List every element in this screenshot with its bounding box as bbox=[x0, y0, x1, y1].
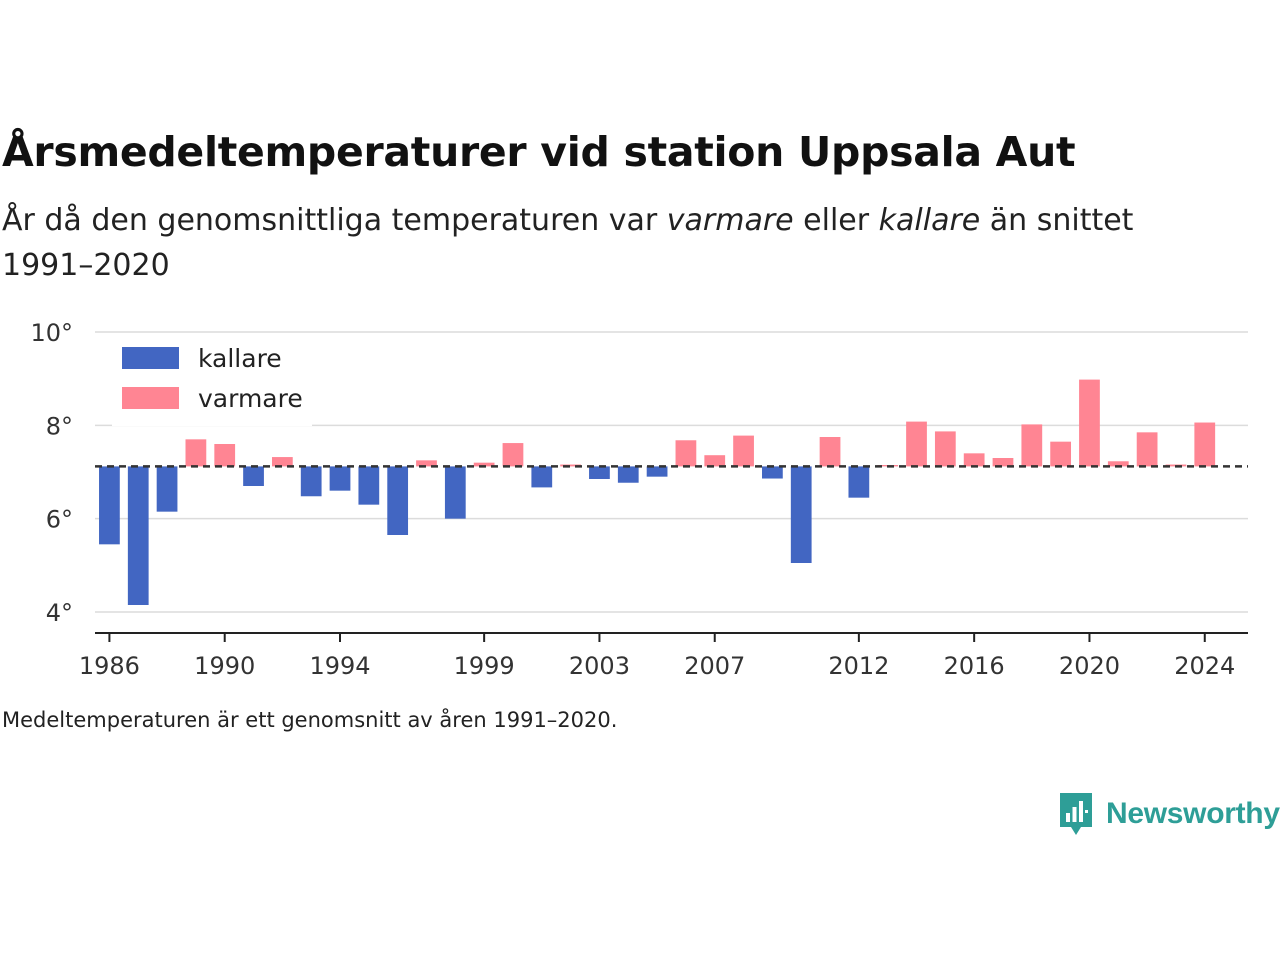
bar-1990 bbox=[214, 444, 236, 467]
gridlines bbox=[95, 331, 1248, 613]
bar-1999 bbox=[473, 462, 495, 467]
bar-2014 bbox=[906, 421, 927, 467]
bar-1986 bbox=[99, 466, 120, 545]
x-tick-label-1990: 1990 bbox=[194, 652, 255, 680]
bar-1991 bbox=[243, 466, 264, 486]
bars bbox=[99, 379, 1216, 605]
bar-1989 bbox=[185, 439, 207, 467]
x-tick-label-2003: 2003 bbox=[569, 652, 630, 680]
bar-1988 bbox=[156, 466, 178, 512]
legend: kallare varmare bbox=[112, 336, 312, 426]
bar-2011 bbox=[819, 437, 841, 467]
bar-1997 bbox=[416, 460, 437, 467]
legend-swatch-varmare bbox=[122, 387, 179, 409]
bar-2004 bbox=[617, 466, 639, 483]
y-tick-label-6: 6° bbox=[46, 506, 73, 534]
chart-title: Årsmedeltemperaturer vid station Uppsala… bbox=[2, 128, 1076, 176]
bar-2003 bbox=[589, 466, 610, 479]
bar-2024 bbox=[1194, 422, 1216, 467]
chart-subtitle: År då den genomsnittliga temperaturen va… bbox=[2, 198, 1232, 288]
bar-2017 bbox=[992, 458, 1014, 467]
x-axis-ticks: 1986 1990 1994 1999 2003 2007 2012 2016 2020 2024 bbox=[79, 633, 1235, 680]
bar-2002 bbox=[560, 464, 581, 467]
bar-2012 bbox=[848, 466, 870, 498]
y-tick-label-8: 8° bbox=[46, 412, 73, 440]
legend-swatch-kallare bbox=[122, 347, 179, 369]
bar-2019 bbox=[1050, 441, 1072, 467]
bar-1995 bbox=[358, 466, 380, 505]
bar-2008 bbox=[733, 435, 754, 467]
x-tick-label-1986: 1986 bbox=[79, 652, 140, 680]
subtitle-text-2: eller bbox=[793, 203, 879, 238]
bar-2005 bbox=[646, 466, 668, 477]
brand-name: Newsworthy bbox=[1106, 797, 1280, 830]
bar-1987 bbox=[127, 466, 149, 605]
y-tick-label-4: 4° bbox=[46, 599, 73, 627]
bar-2007 bbox=[704, 455, 726, 467]
legend-label-kallare: kallare bbox=[198, 344, 282, 373]
x-tick-label-2012: 2012 bbox=[828, 652, 889, 680]
bar-1994 bbox=[329, 466, 351, 491]
footnote: Medeltemperaturen är ett genomsnitt av å… bbox=[2, 708, 618, 732]
brand: Newsworthy bbox=[1058, 790, 1280, 838]
bar-2018 bbox=[1021, 424, 1043, 467]
bar-2022 bbox=[1136, 432, 1158, 467]
bar-2001 bbox=[531, 466, 553, 488]
subtitle-text-3: än snittet 1991–2020 bbox=[2, 203, 1134, 283]
x-tick-label-2024: 2024 bbox=[1174, 652, 1235, 680]
bar-1993 bbox=[300, 466, 322, 497]
bar-2006 bbox=[675, 440, 697, 467]
bar-1998 bbox=[444, 466, 466, 519]
x-tick-label-1999: 1999 bbox=[454, 652, 515, 680]
x-tick-label-1994: 1994 bbox=[309, 652, 370, 680]
temperature-bar-chart: 1986 1990 1994 1999 2003 2007 2012 2016 2020 2024… bbox=[30, 319, 1248, 680]
x-tick-label-2007: 2007 bbox=[684, 652, 745, 680]
bar-1992 bbox=[271, 457, 293, 467]
y-axis-ticks: 4° 6° 8° 10° bbox=[30, 319, 73, 627]
x-tick-label-2020: 2020 bbox=[1059, 652, 1120, 680]
bar-2010 bbox=[790, 466, 812, 563]
legend-label-varmare: varmare bbox=[198, 384, 303, 413]
bar-2015 bbox=[934, 431, 956, 467]
subtitle-emphasis-warmer: varmare bbox=[666, 203, 794, 238]
newsworthy-logo-icon bbox=[1060, 793, 1092, 835]
bar-2020 bbox=[1079, 379, 1100, 467]
subtitle-text-1: År då den genomsnittliga temperaturen va… bbox=[2, 203, 667, 238]
x-tick-label-2016: 2016 bbox=[944, 652, 1005, 680]
bar-2009 bbox=[762, 466, 783, 479]
bar-1996 bbox=[387, 466, 409, 535]
bar-2016 bbox=[963, 453, 985, 467]
bar-2021 bbox=[1107, 461, 1129, 467]
y-tick-label-10: 10° bbox=[30, 319, 73, 347]
bar-2000 bbox=[502, 443, 524, 467]
subtitle-emphasis-colder: kallare bbox=[878, 203, 981, 238]
